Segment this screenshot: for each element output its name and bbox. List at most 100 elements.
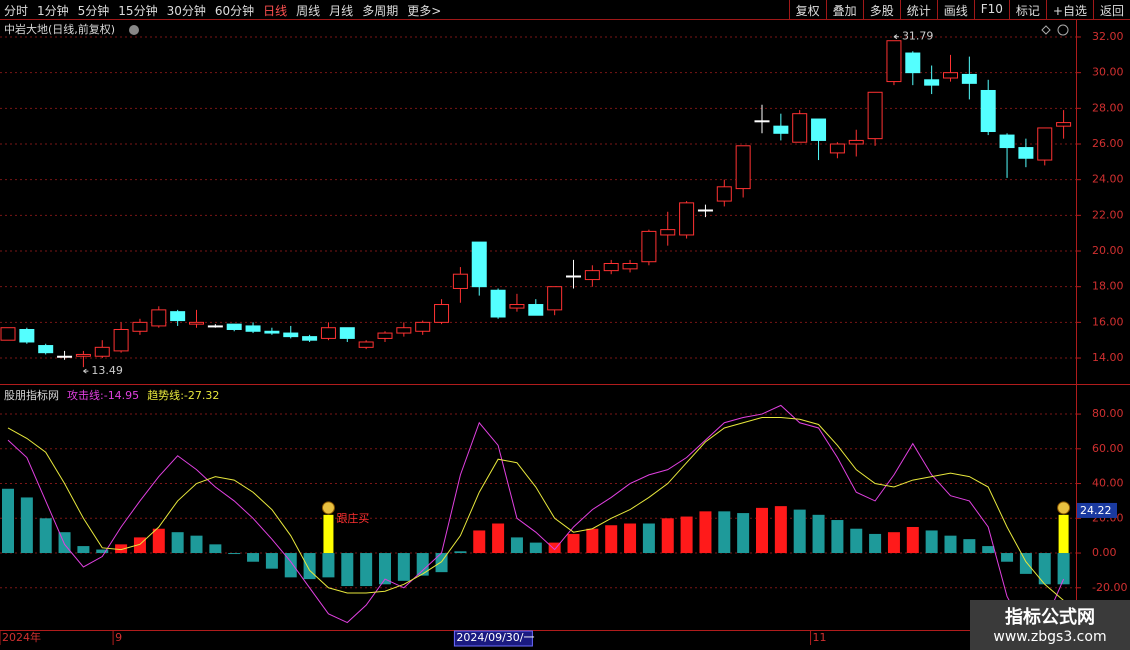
legend-value: -14.95 [103,389,140,402]
candle-body [170,311,186,322]
period-tab[interactable]: 5分钟 [77,4,110,18]
y-tick-label: 26.00 [1092,137,1124,150]
histogram-bar [228,553,241,555]
histogram-bar [77,546,90,554]
period-tab[interactable]: 更多> [407,4,442,18]
toolbar-button[interactable]: 画线 [936,0,974,19]
toolbar-button[interactable]: F10 [973,0,1009,19]
histogram-bar [680,516,693,554]
histogram-bar [812,514,825,554]
candle-body [320,327,336,339]
toolbar-button[interactable]: 标记 [1008,0,1046,19]
histogram-bar [1001,553,1014,562]
extreme-label: 13.49 [91,364,123,377]
period-tab[interactable]: 日线 [263,4,288,18]
candle-body [829,143,845,154]
histogram-bar [793,509,806,554]
histogram-bar [963,539,976,554]
legend-entry: 攻击线-14.95 [67,387,139,403]
histogram-bar [982,546,995,554]
y-tick-label: 40.00 [1092,477,1124,490]
candle-body [641,230,657,263]
histogram-bar [2,488,14,554]
watermark: 指标公式网 www.zbgs3.com [970,600,1130,650]
period-tab[interactable]: 1分钟 [37,4,69,18]
candle-body [679,202,695,236]
indicator-line [7,404,1065,632]
histogram-bar [944,535,957,554]
histogram-bar [209,544,222,554]
toolbar-buttons: 复权 叠加 多股 统计 画线 F10 标记 +自选 返回 [788,0,1130,19]
x-tick-label: 11 [813,631,827,644]
indicator-legend: 股朋指标网 攻击线-14.95 趋势线-27.32 [4,387,219,403]
histogram-bar [454,551,467,554]
candle-body [19,328,35,343]
candle-body [264,330,280,334]
y-tick-label: 16.00 [1092,315,1124,328]
period-tab[interactable]: 多周期 [362,4,399,18]
signal-icon [321,501,335,515]
y-tick-label: 28.00 [1092,101,1124,114]
toolbar-button[interactable]: 叠加 [825,0,863,19]
candle-body [660,229,676,236]
period-tab[interactable]: 分时 [4,4,29,18]
candle-body [94,346,110,357]
candle-body [999,134,1015,149]
candle-body [396,327,412,334]
extreme-arrow [893,34,899,40]
histogram-bar [605,525,618,554]
candle-body [1037,127,1053,161]
extreme-arrow [83,368,89,374]
period-tab[interactable]: 30分钟 [166,4,206,18]
histogram-bar [548,542,561,554]
candle-body [716,186,732,202]
candle-body [132,321,148,332]
histogram-bar [152,528,165,554]
period-tab[interactable]: 周线 [296,4,321,18]
period-tab[interactable]: 15分钟 [118,4,158,18]
candle-body [0,327,16,341]
menu-icon[interactable] [129,25,139,35]
candle-body [38,345,54,354]
histogram-bar [831,520,844,554]
candle-body [377,332,393,339]
candle-body [867,91,883,140]
period-tab[interactable]: 60分钟 [214,4,255,18]
y-tick-label: 80.00 [1092,407,1124,420]
candle-body [584,270,600,281]
histogram-bar [416,553,429,576]
toolbar-button[interactable]: 统计 [899,0,937,19]
histogram-bar [492,523,505,554]
toolbar-button[interactable]: +自选 [1045,0,1093,19]
extreme-label: 31.79 [902,30,934,43]
candle-body [452,273,468,289]
period-tab[interactable]: 月线 [329,4,354,18]
y-tick-label: 22.00 [1092,208,1124,221]
histogram-bar [96,549,109,554]
y-tick-label: 20.00 [1092,244,1124,257]
x-cursor-box [453,630,533,647]
signal-label: 跟庄买 [336,511,369,525]
signal-bar [323,514,334,554]
toolbar-button[interactable]: 复权 [788,0,826,19]
histogram-bar [341,553,354,587]
toolbar-button[interactable]: 返回 [1092,0,1130,19]
histogram-bar [869,533,882,554]
icon[interactable] [1041,25,1051,35]
candle-body [57,355,73,358]
candle-body [547,286,563,311]
toolbar-button[interactable]: 多股 [862,0,900,19]
candle-body [905,52,921,74]
axis-marker-box [1077,502,1117,518]
histogram-bar [887,532,900,554]
legend-name: 趋势线 [147,389,184,402]
watermark-title: 指标公式网 [1005,607,1095,628]
x-cursor-label: 2024/09/30/一 [456,631,534,644]
histogram-bar [510,537,523,554]
period-tabs: 分时 1分钟 5分钟 15分钟 30分钟 60分钟 日线 周线 月线 多周期 更多> [4,2,441,19]
candle-body [207,325,223,328]
candle-body [151,309,167,327]
icon[interactable] [1057,24,1069,36]
